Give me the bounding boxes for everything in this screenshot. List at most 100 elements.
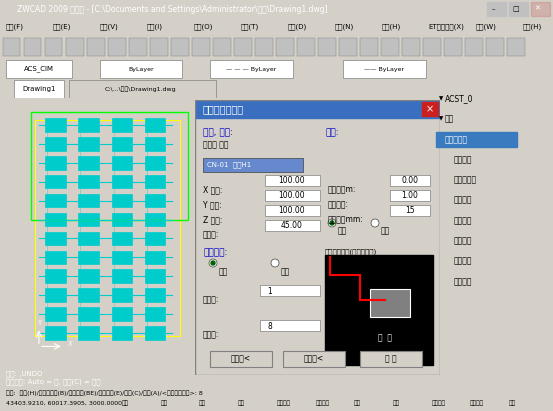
Bar xyxy=(3,38,20,56)
Text: 1: 1 xyxy=(267,286,272,296)
Text: Y: Y xyxy=(37,320,41,326)
Text: 数字化仪: 数字化仪 xyxy=(431,401,445,406)
Text: 立管修正: 立管修正 xyxy=(454,277,472,286)
Bar xyxy=(213,38,231,56)
Text: ✕: ✕ xyxy=(535,6,540,12)
Bar xyxy=(112,289,132,302)
Bar xyxy=(112,137,132,151)
Text: ▼: ▼ xyxy=(439,96,443,102)
Bar xyxy=(79,270,99,283)
Bar xyxy=(79,326,99,339)
Bar xyxy=(112,118,132,132)
Text: 动态输入: 动态输入 xyxy=(470,401,484,406)
Text: 100.00: 100.00 xyxy=(279,206,305,215)
Text: 标注(N): 标注(N) xyxy=(335,24,354,30)
Bar xyxy=(145,289,165,302)
Text: 栅格: 栅格 xyxy=(160,401,168,406)
Bar xyxy=(79,175,99,189)
Bar xyxy=(145,175,165,189)
Bar xyxy=(531,2,550,16)
Bar xyxy=(79,289,99,302)
Text: 窗口(W): 窗口(W) xyxy=(476,24,497,30)
Text: 线宽: 线宽 xyxy=(354,401,361,406)
Text: 接管直径mm:: 接管直径mm: xyxy=(328,215,364,224)
Text: 文件(F): 文件(F) xyxy=(6,24,24,30)
Bar xyxy=(145,251,165,264)
Text: ×: × xyxy=(426,104,434,114)
Bar xyxy=(145,270,165,283)
Text: 帮助(H): 帮助(H) xyxy=(523,24,542,30)
Bar xyxy=(45,270,66,283)
Bar xyxy=(45,175,66,189)
Bar xyxy=(381,38,399,56)
Text: 全部: 全部 xyxy=(219,267,228,276)
Bar xyxy=(112,194,132,208)
Bar xyxy=(66,38,84,56)
Bar xyxy=(112,307,132,321)
Circle shape xyxy=(209,259,217,267)
Text: 格式(O): 格式(O) xyxy=(194,24,213,30)
Bar xyxy=(265,190,320,201)
Bar xyxy=(45,307,66,321)
Bar xyxy=(79,194,99,208)
Text: 图块比例:: 图块比例: xyxy=(328,200,349,209)
Bar xyxy=(210,60,293,78)
Bar xyxy=(145,156,165,170)
Bar xyxy=(45,251,66,264)
Text: 退 出: 退 出 xyxy=(385,355,397,363)
Text: ZWCAD 2009 专业版 - [C:\Documents and Settings\Administrator\桌面\Drawing1.dwg]: ZWCAD 2009 专业版 - [C:\Documents and Setti… xyxy=(17,5,327,14)
Bar xyxy=(45,289,66,302)
Text: Z 比例:: Z 比例: xyxy=(203,215,222,224)
Text: 单  管: 单 管 xyxy=(378,333,392,342)
Text: 编辑(E): 编辑(E) xyxy=(53,24,71,30)
Text: ACST_0: ACST_0 xyxy=(445,95,473,103)
Text: 下供: 下供 xyxy=(381,226,390,235)
Bar xyxy=(318,38,336,56)
Text: 极轴: 极轴 xyxy=(238,401,245,406)
Bar xyxy=(423,38,441,56)
Bar xyxy=(6,60,72,78)
Bar xyxy=(129,38,147,56)
Bar xyxy=(112,213,132,226)
Bar xyxy=(145,307,165,321)
Text: 视图(V): 视图(V) xyxy=(100,24,118,30)
Circle shape xyxy=(328,219,336,227)
Bar xyxy=(145,137,165,151)
Text: 100.00: 100.00 xyxy=(279,175,305,185)
Text: 绘制方式:: 绘制方式: xyxy=(203,248,227,257)
Bar xyxy=(486,38,504,56)
Bar xyxy=(195,100,440,118)
Text: 正交: 正交 xyxy=(199,401,206,406)
Circle shape xyxy=(371,219,379,227)
Circle shape xyxy=(271,259,279,267)
Bar xyxy=(402,38,420,56)
Bar xyxy=(255,38,273,56)
Text: –: – xyxy=(492,6,495,12)
Bar xyxy=(487,2,506,16)
Bar xyxy=(45,137,66,151)
Bar xyxy=(260,320,320,331)
Text: 立管加阀: 立管加阀 xyxy=(454,196,472,205)
Bar xyxy=(390,205,430,216)
Text: 45.00: 45.00 xyxy=(281,220,303,229)
Bar xyxy=(265,175,320,186)
Bar xyxy=(45,38,62,56)
Text: ET扩展工具(X): ET扩展工具(X) xyxy=(429,24,465,30)
Bar xyxy=(370,289,410,317)
Text: 8: 8 xyxy=(267,321,272,330)
Bar xyxy=(112,326,132,339)
Text: ByLayer: ByLayer xyxy=(128,67,154,72)
Text: 0.00: 0.00 xyxy=(401,175,419,185)
Text: 采暖系统图生成: 采暖系统图生成 xyxy=(203,104,244,114)
Bar xyxy=(112,175,132,189)
Bar xyxy=(112,232,132,245)
Bar xyxy=(45,118,66,132)
Bar xyxy=(265,205,320,216)
Text: ▼: ▼ xyxy=(439,117,443,122)
Text: X 比例:: X 比例: xyxy=(203,185,222,194)
Text: 1.00: 1.00 xyxy=(401,191,419,199)
Text: 修改(H): 修改(H) xyxy=(382,24,401,30)
Text: □: □ xyxy=(512,6,519,12)
Text: 输则图<: 输则图< xyxy=(231,355,251,363)
Bar xyxy=(145,118,165,132)
